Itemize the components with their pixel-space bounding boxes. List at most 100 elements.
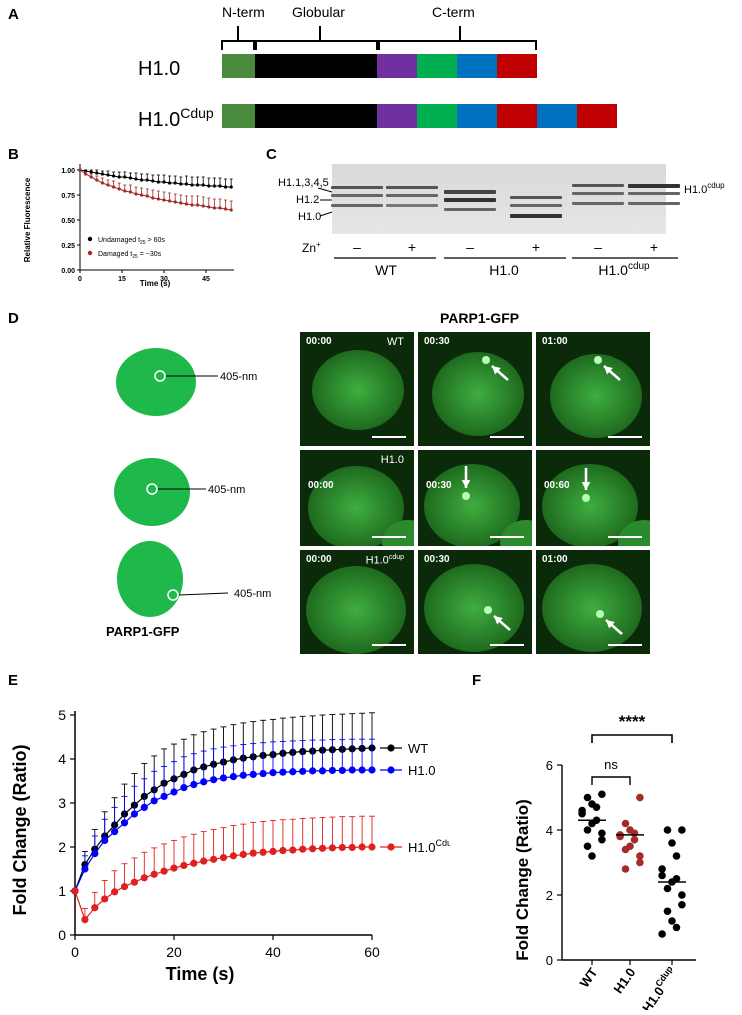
- panel-b-point-damaged: [95, 178, 99, 182]
- domain-nterm: [222, 54, 255, 78]
- gel-band: [628, 184, 680, 188]
- panel-b-point-undamaged: [201, 183, 205, 187]
- panel-b-line-undamaged: [79, 169, 232, 188]
- panel-b-point-damaged: [128, 190, 132, 194]
- row-label-h10: H1.0: [138, 58, 180, 80]
- panel-b-xtick-label: 0: [78, 276, 82, 283]
- domain-cterm-green: [417, 54, 457, 78]
- timestamp: 00:30: [424, 336, 450, 347]
- panel-f-point: [672, 923, 681, 932]
- scale-bar: [372, 536, 406, 538]
- scale-bar: [490, 536, 524, 538]
- timestamp: 01:00: [542, 554, 568, 565]
- panel-b-ytick-label: 0.50: [61, 218, 75, 225]
- panel-b-point-damaged: [229, 208, 233, 212]
- panel-f-point: [598, 790, 606, 799]
- panel-e-legend-label: H1.0: [408, 763, 435, 778]
- damage-spot: [462, 492, 470, 500]
- lane-sign-2: +: [408, 239, 416, 255]
- gel-band: [628, 192, 680, 195]
- panel-b-ytick-label: 0.00: [61, 268, 75, 275]
- panel-e-point: [249, 770, 257, 778]
- panel-f-xtick-label: H1.0: [610, 965, 638, 996]
- panel-e-point: [180, 784, 188, 792]
- arrow-icon: [493, 615, 511, 631]
- panel-label-c: C: [266, 146, 277, 163]
- panel-e-point: [279, 846, 287, 855]
- panel-b-point-damaged: [224, 207, 228, 211]
- panel-e-point: [279, 768, 287, 776]
- neighbor-nucleus: [500, 520, 532, 546]
- micrograph-r1-c2: 00:30: [418, 332, 532, 446]
- zn-label: Zn+: [302, 240, 321, 255]
- panel-e-xtick-label: 60: [364, 944, 380, 960]
- gel-band: [444, 208, 496, 211]
- panel-b-point-damaged: [100, 181, 104, 185]
- laser-label-3: 405-nm: [234, 588, 271, 600]
- panel-b-point-undamaged: [145, 178, 149, 182]
- timestamp: 00:00: [306, 554, 332, 565]
- gel-band: [386, 204, 438, 207]
- panel-e-point: [289, 846, 297, 854]
- panel-b-point-damaged: [218, 206, 222, 210]
- panel-f-ytick-label: 6: [546, 758, 553, 773]
- micrograph-r2-c1: 00:00 H1.0: [300, 450, 414, 546]
- gel-band: [510, 196, 562, 199]
- panel-f-point: [636, 858, 644, 867]
- legend-marker-undamaged: [87, 236, 93, 242]
- ns-bracket: [591, 776, 631, 785]
- gel-band: [510, 204, 562, 207]
- significance-label: ****: [619, 712, 646, 731]
- panel-e-point: [328, 844, 336, 852]
- panel-b-point-damaged: [123, 189, 127, 193]
- panel-e-legend-label: H1.0Cdup: [408, 838, 450, 855]
- gel-band: [331, 194, 383, 197]
- panel-e-point: [259, 769, 267, 778]
- panel-f-point: [621, 845, 630, 854]
- nucleus: [424, 564, 524, 652]
- panel-e-point: [309, 845, 317, 853]
- damage-spot: [594, 356, 602, 364]
- band-label-h12: H1.2: [296, 194, 319, 206]
- panel-e-point: [120, 819, 129, 827]
- panel-e-point: [289, 768, 297, 776]
- panel-f-point: [588, 819, 596, 828]
- panel-b-point-damaged: [84, 172, 88, 176]
- band-label-h10: H1.0: [298, 211, 321, 223]
- panel-e-point: [368, 843, 376, 851]
- damage-spot: [596, 610, 604, 618]
- panel-e-point: [318, 767, 327, 775]
- panel-f-point: [592, 803, 601, 812]
- panel-e-point: [190, 780, 198, 789]
- panel-e-point: [101, 895, 109, 903]
- band-label-h10cdup: H1.0cdup: [684, 181, 725, 196]
- panel-b-point-undamaged: [207, 184, 211, 188]
- domain-globular-cdup: [255, 104, 377, 128]
- region-label-globular: Globular: [292, 4, 345, 20]
- panel-b-point-damaged: [184, 202, 188, 206]
- nterm-bracket: [221, 40, 255, 50]
- gel-band: [444, 190, 496, 194]
- panel-b-point-damaged: [78, 168, 82, 172]
- gel-band: [331, 204, 383, 207]
- gel-band: [572, 192, 624, 195]
- panel-b-ytick-label: 0.75: [61, 193, 75, 200]
- panel-b-point-damaged: [212, 206, 216, 210]
- panel-b-point-damaged: [173, 200, 177, 204]
- panel-e-point: [200, 778, 208, 786]
- panel-e-point: [160, 792, 168, 800]
- domain-cterm-red: [497, 54, 537, 78]
- cell-schematic-2: [114, 458, 190, 526]
- timestamp: 00:60: [544, 480, 570, 491]
- panel-e-point: [358, 766, 366, 774]
- panel-f-point: [621, 819, 630, 828]
- micrograph-r2-c2: 00:30: [418, 450, 532, 546]
- panel-e-point: [180, 861, 188, 870]
- panel-f-point: [630, 829, 639, 838]
- panel-b-xtick-label: 30: [160, 276, 168, 283]
- panel-b-point-undamaged: [140, 178, 144, 182]
- laser-label-1: 405-nm: [220, 371, 257, 383]
- panel-f-point: [598, 829, 606, 838]
- panel-f-xtick-label: H1.0Cdup: [638, 964, 681, 1010]
- panel-f-point: [678, 826, 686, 834]
